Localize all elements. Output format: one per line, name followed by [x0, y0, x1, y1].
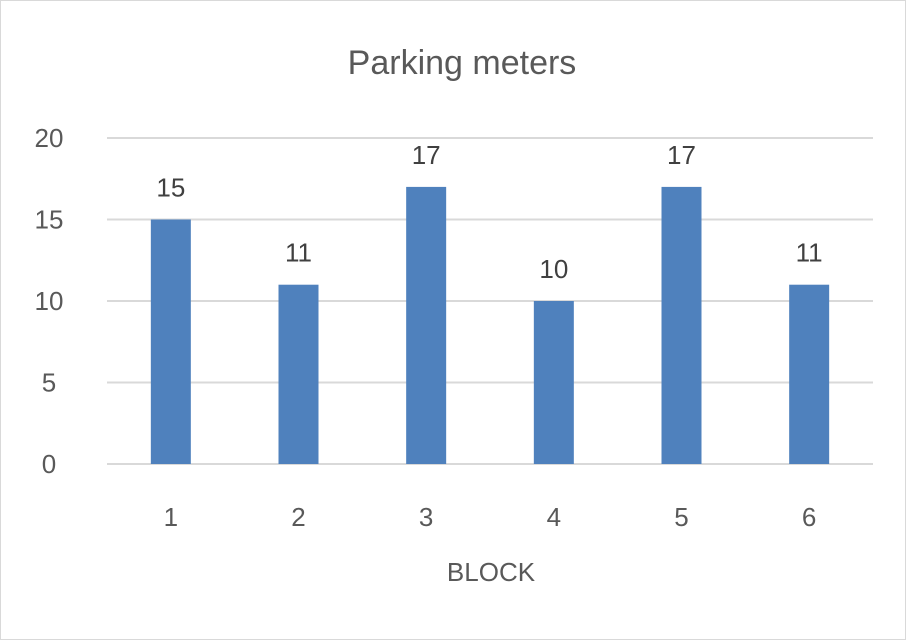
x-tick-label-6: 6 [802, 502, 816, 532]
x-axis-ticks: 1 2 3 4 5 6 [164, 502, 817, 532]
data-label-block-5: 17 [667, 140, 696, 170]
bar-block-4 [533, 301, 574, 464]
bar-block-5 [661, 186, 702, 464]
x-tick-label-4: 4 [547, 502, 561, 532]
x-tick-label-1: 1 [164, 502, 178, 532]
y-axis-ticks: 0 5 10 15 20 [35, 123, 64, 479]
x-tick-label-5: 5 [674, 502, 688, 532]
data-label-block-4: 10 [539, 254, 568, 284]
data-label-block-6: 11 [796, 238, 823, 268]
x-tick-label-3: 3 [419, 502, 433, 532]
data-label-block-2: 11 [285, 238, 312, 268]
bar-block-3 [406, 186, 447, 464]
bar-block-6 [789, 284, 830, 464]
y-tick-label-0: 0 [42, 449, 56, 479]
data-label-block-3: 17 [412, 140, 441, 170]
bar-block-2 [278, 284, 319, 464]
gridlines [107, 137, 873, 465]
bars [150, 186, 830, 464]
data-label-block-1: 15 [156, 173, 185, 203]
bar-block-1 [150, 219, 191, 464]
y-tick-label-20: 20 [35, 123, 64, 153]
chart-title: Parking meters [348, 44, 577, 82]
y-tick-label-5: 5 [42, 368, 56, 398]
y-tick-label-15: 15 [35, 205, 64, 235]
data-labels: 15 11 17 10 17 11 [156, 140, 822, 284]
x-axis-label: BLOCK [447, 557, 536, 587]
x-tick-label-2: 2 [291, 502, 305, 532]
y-tick-label-10: 10 [35, 286, 64, 316]
